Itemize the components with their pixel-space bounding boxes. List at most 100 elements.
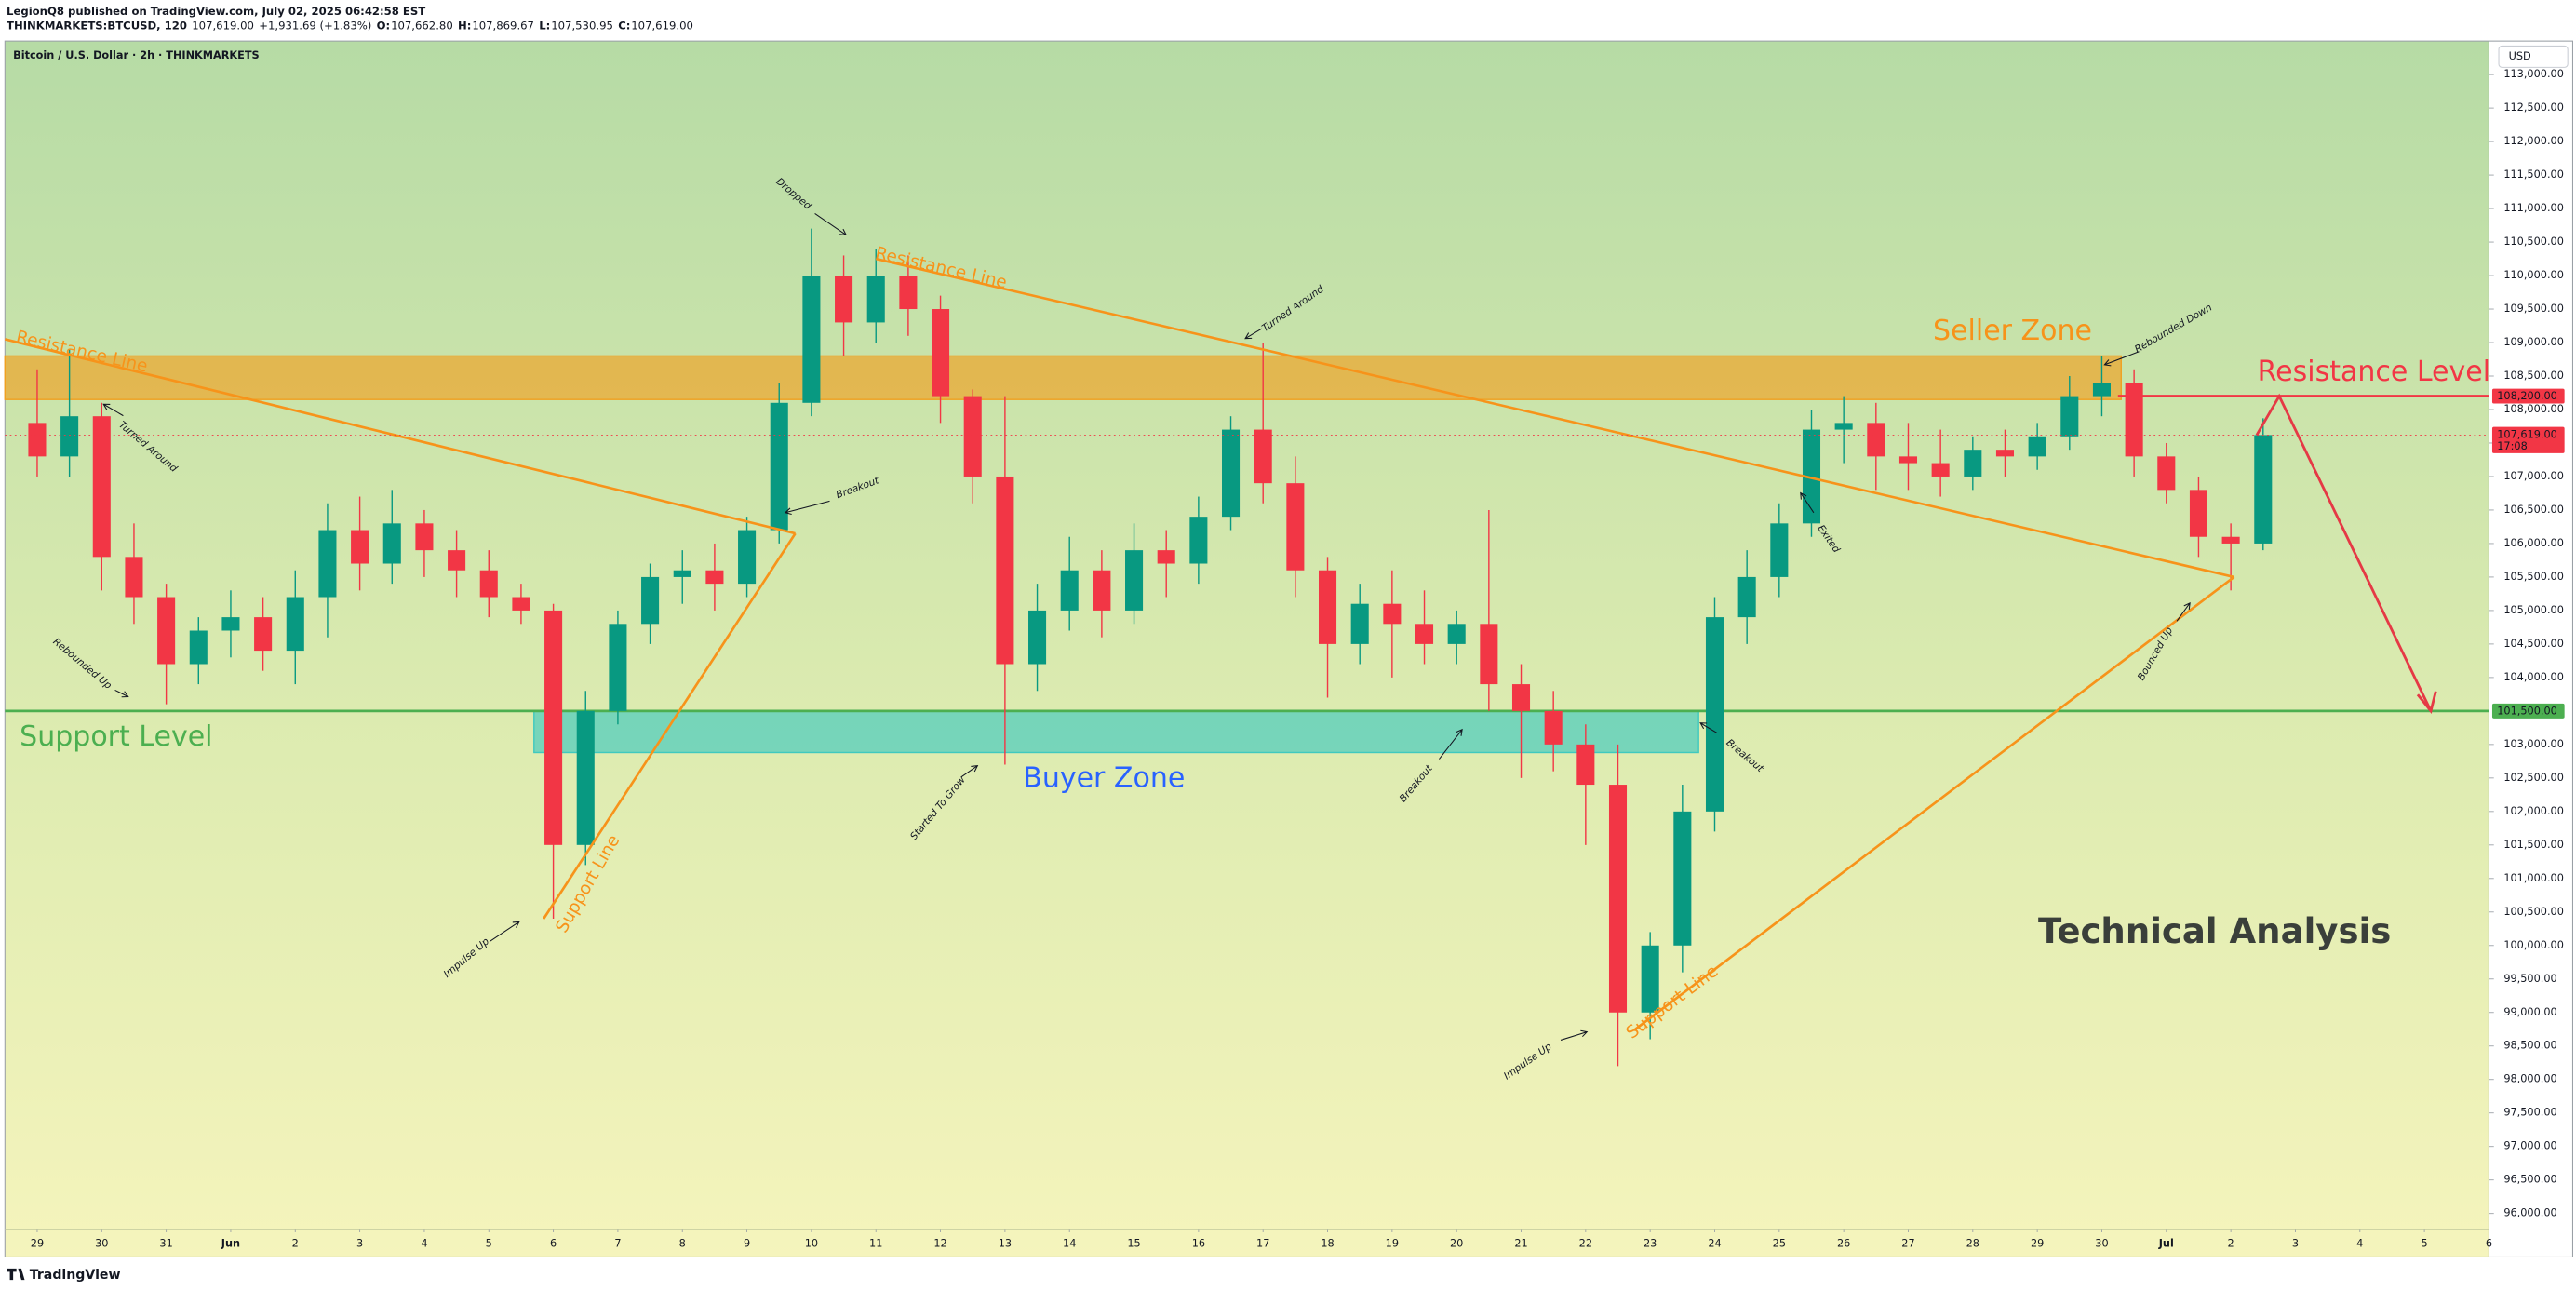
x-tick-label: 24 [1708,1237,1721,1249]
zone-label: Buyer Zone [1023,761,1185,794]
candle-body [254,617,273,652]
candle-body [1898,456,1918,464]
candle-body [1415,624,1434,644]
candle-body [1318,570,1337,644]
plot-background [5,41,2489,1257]
trend-line [875,257,2234,579]
candle-body [2028,436,2046,457]
candle-body [189,630,208,665]
trend-line [4,338,796,535]
annotation-arrow [102,403,124,417]
header-field: 107,530.95 [551,20,613,33]
x-tick-label: 15 [1127,1237,1140,1249]
header-field: THINKMARKETS:BTCUSD, 120 [7,20,187,33]
trend-line [1633,575,2235,1031]
x-tick-label: 12 [933,1237,946,1249]
y-tick-label: 108,000.00 [2503,403,2564,415]
currency-box[interactable] [2498,45,2569,68]
y-tick-label: 102,500.00 [2503,772,2564,784]
candle-body [2157,456,2176,491]
y-tick-label: 111,000.00 [2503,202,2564,214]
x-tick-label: 10 [805,1237,818,1249]
y-tick-label: 97,500.00 [2503,1107,2556,1119]
candle-body [157,597,176,665]
x-tick-label: 30 [2095,1237,2108,1249]
level-label: Support Level [20,720,212,753]
candle-body [318,530,337,598]
last-price-text: 107,619.00 [2497,428,2557,440]
candle-body [641,576,660,625]
x-tick-label: 19 [1386,1237,1399,1249]
header-field: C: [618,20,630,33]
candle-body [1641,945,1659,1013]
header-field: 107,662.80 [391,20,453,33]
x-tick-label: 2 [292,1237,299,1249]
y-tick-label: 111,500.00 [2503,168,2564,181]
candle-body [1447,624,1466,644]
annotation-arrow [1699,722,1718,733]
y-tick-label: 107,000.00 [2503,470,2564,482]
caption: Technical Analysis [2038,911,2391,951]
x-tick-label: 4 [2356,1237,2363,1249]
y-tick-label: 99,000.00 [2503,1006,2556,1018]
x-tick-label: 21 [1514,1237,1527,1249]
candle-body [1125,550,1144,611]
candle-body [479,570,498,598]
zone-label: Seller Zone [1933,315,2092,347]
candle-body [125,557,143,598]
candle-body [221,617,240,631]
candle-body [1511,684,1531,711]
candle-body [1802,429,1821,524]
candle-body [1995,450,2015,457]
candle-body [2189,490,2207,537]
candle-body [835,276,853,323]
x-tick-label: Jun [221,1237,240,1249]
y-tick-label: 106,000.00 [2503,537,2564,549]
y-tick-label: 112,500.00 [2503,101,2564,114]
x-tick-label: 6 [2486,1237,2492,1249]
candle-body [1737,576,1756,618]
annotation-arrow [2176,601,2191,622]
frame [4,40,2573,1257]
candle-body [738,530,757,585]
zone [533,710,1699,754]
y-tick-label: 103,000.00 [2503,738,2564,750]
candle-body [1350,603,1369,644]
annotation-arrow [814,213,848,236]
candle-body [415,523,434,551]
y-tick-label: 100,000.00 [2503,939,2564,951]
annotation-arrow [1560,1029,1589,1041]
level-badge-text: 101,500.00 [2497,705,2557,717]
y-tick-label: 96,500.00 [2503,1174,2556,1186]
candle-body [28,423,47,457]
y-tick-label: 101,500.00 [2503,839,2564,851]
tv-logo [7,1268,25,1281]
x-tick-label: 7 [614,1237,621,1249]
candle-body [1867,423,1885,457]
x-tick-label: 4 [421,1237,427,1249]
candle-body [1480,624,1498,685]
annotation-arrow [1438,728,1463,760]
candle-body [1608,785,1628,1013]
y-tick-label: 112,000.00 [2503,135,2564,147]
candle-body [996,476,1014,665]
currency[interactable]: USD [2509,50,2531,62]
x-tick-label: 2 [2228,1237,2234,1249]
annotation-arrow [784,500,830,516]
publisher: LegionQ8 published on TradingView.com, J… [7,5,425,18]
header-field: 107,619.00 [631,20,693,33]
x-tick-label: 25 [1773,1237,1786,1249]
y-tick-label: 98,000.00 [2503,1073,2556,1085]
candle-body [1222,429,1241,518]
y-tick-label: 102,000.00 [2503,805,2564,817]
candle-body [60,416,79,457]
header-field: O: [377,20,391,33]
candle-body [932,309,950,397]
y-tick-label: 101,000.00 [2503,872,2564,884]
candle-body [512,597,530,611]
candle-body [770,402,788,531]
x-tick-label: 16 [1192,1237,1205,1249]
candle-body [866,276,885,323]
projection-arrowhead [2416,691,2437,714]
